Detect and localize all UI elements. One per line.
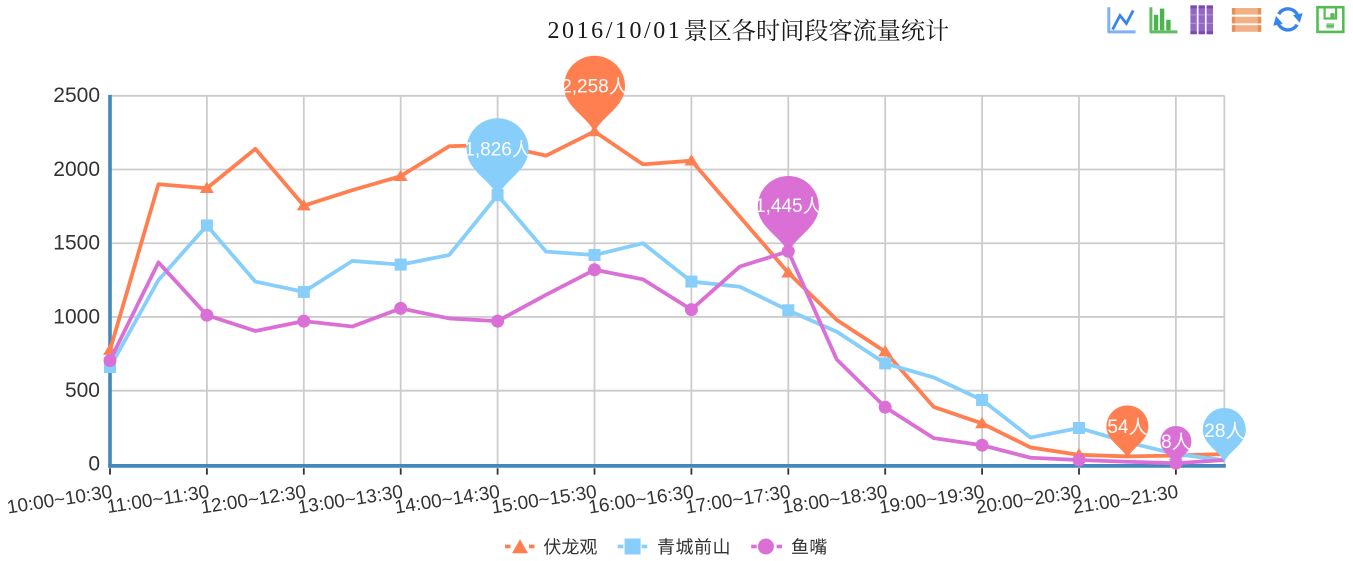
svg-text:54: 54	[1107, 417, 1129, 438]
svg-text:1000: 1000	[53, 305, 100, 328]
svg-text:2016/10/01: 2016/10/01	[548, 18, 683, 44]
svg-text:2,258: 2,258	[561, 77, 609, 98]
svg-text:1500: 1500	[53, 232, 100, 255]
svg-text:0: 0	[88, 453, 100, 476]
svg-text:2500: 2500	[53, 84, 100, 107]
svg-text:1,445: 1,445	[755, 196, 803, 217]
svg-text:8: 8	[1161, 432, 1172, 453]
svg-text:2000: 2000	[53, 158, 100, 181]
svg-text:500: 500	[65, 379, 100, 402]
svg-text:28: 28	[1204, 421, 1225, 442]
svg-text:1,826: 1,826	[464, 140, 512, 161]
